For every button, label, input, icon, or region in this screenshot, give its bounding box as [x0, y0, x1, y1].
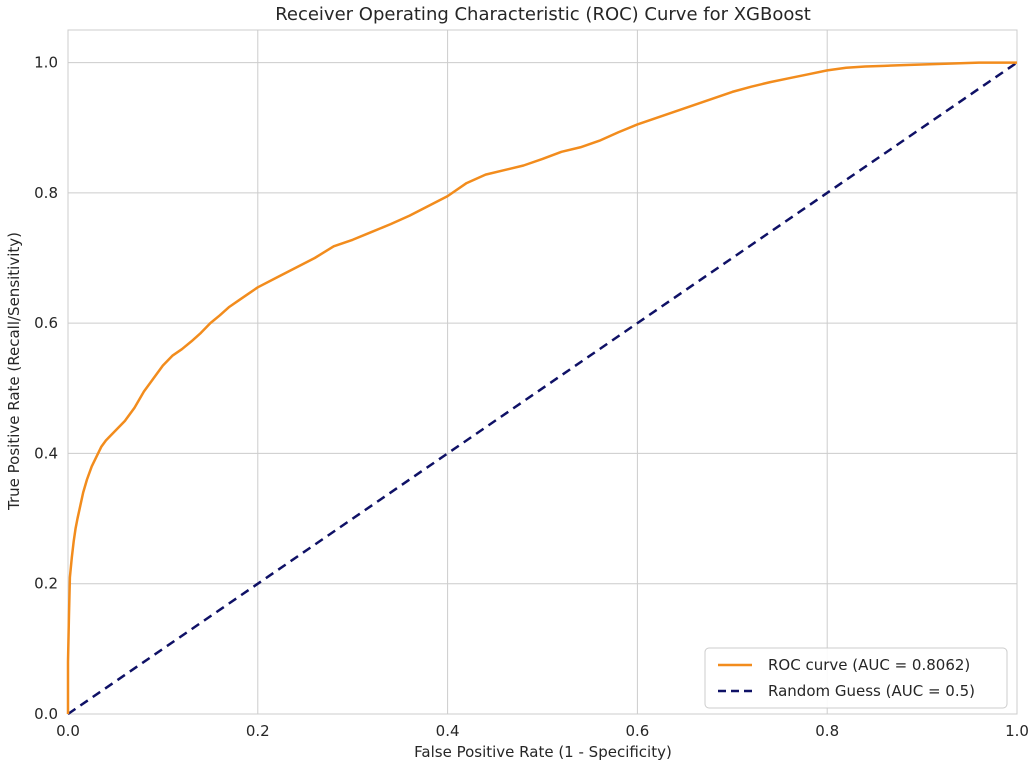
plot-area — [67, 29, 1018, 715]
x-tick-label: 0.2 — [246, 722, 270, 740]
x-tick-label: 0.8 — [815, 722, 839, 740]
grid — [67, 30, 1018, 715]
legend: ROC curve (AUC = 0.8062) Random Guess (A… — [704, 647, 1008, 709]
y-tick-label: 0.2 — [34, 575, 58, 593]
y-tick-label: 0.8 — [34, 184, 58, 202]
y-tick-label: 0.4 — [34, 444, 58, 462]
x-tick-label: 0.4 — [436, 722, 460, 740]
y-axis-title: True Positive Rate (Recall/Sensitivity) — [5, 232, 23, 511]
y-tick-label: 0.0 — [34, 705, 58, 723]
legend-box — [704, 647, 1008, 709]
random-guess-line — [67, 61, 1018, 716]
chart-title: Receiver Operating Characteristic (ROC) … — [275, 4, 811, 25]
series-group — [66, 61, 1018, 716]
x-axis-title: False Positive Rate (1 - Specificity) — [414, 743, 672, 761]
legend-label-roc: ROC curve (AUC = 0.8062) — [768, 656, 970, 674]
roc-curve-line — [66, 61, 1017, 714]
y-tick-label: 0.6 — [34, 314, 58, 332]
x-axis-ticks: 0.0 0.2 0.4 0.6 0.8 1.0 — [56, 722, 1029, 740]
y-tick-label: 1.0 — [34, 54, 58, 72]
legend-label-random-guess: Random Guess (AUC = 0.5) — [768, 682, 975, 700]
x-tick-label: 0.0 — [56, 722, 80, 740]
x-tick-label: 1.0 — [1005, 722, 1029, 740]
y-axis-ticks: 0.0 0.2 0.4 0.6 0.8 1.0 — [34, 54, 58, 723]
x-tick-label: 0.6 — [625, 722, 649, 740]
